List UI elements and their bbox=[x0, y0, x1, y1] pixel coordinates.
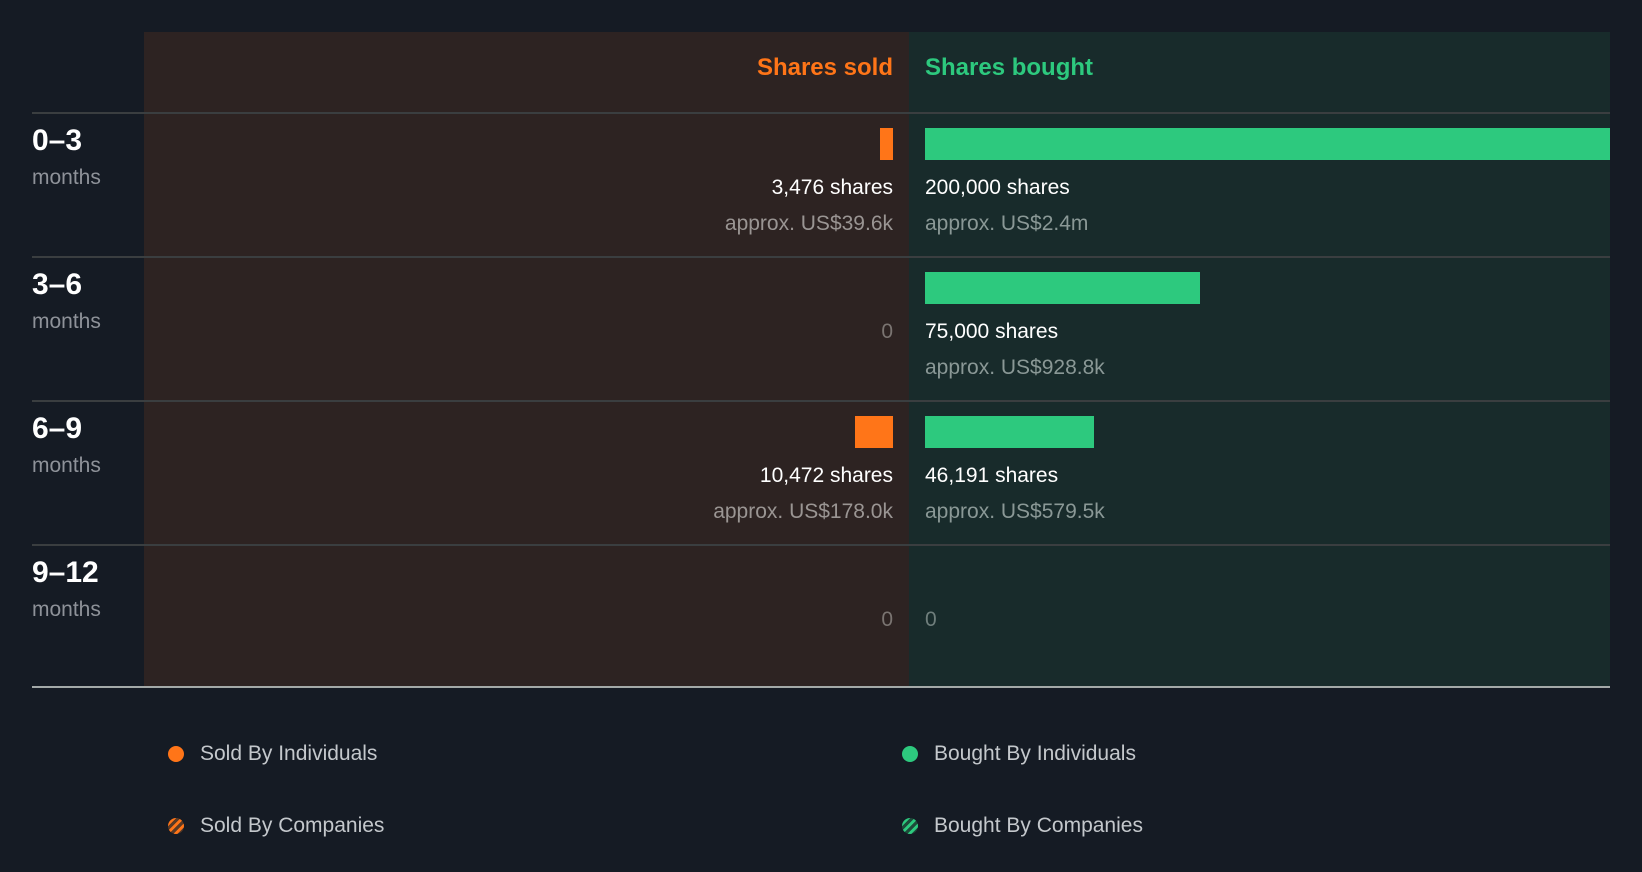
sold-bar-6-9[interactable] bbox=[855, 416, 893, 448]
striped-dot-icon bbox=[902, 818, 918, 834]
row-unit: months bbox=[32, 454, 101, 477]
sold-shares-0-3: 3,476 shares bbox=[771, 176, 893, 199]
sold-zero-9-12: 0 bbox=[881, 608, 893, 631]
row-unit: months bbox=[32, 166, 101, 189]
bought-approx-0-3: approx. US$2.4m bbox=[925, 212, 1089, 235]
sold-shares-6-9: 10,472 shares bbox=[759, 464, 893, 487]
row-divider bbox=[32, 544, 1610, 546]
legend-sold-individuals[interactable]: Sold By Individuals bbox=[168, 742, 377, 766]
bought-bar-0-3[interactable] bbox=[925, 128, 1610, 160]
row-range: 9–12 bbox=[32, 556, 99, 589]
row-label-0-3: 0–3 months bbox=[32, 124, 101, 190]
solid-dot-icon bbox=[902, 746, 918, 762]
row-range: 0–3 bbox=[32, 124, 83, 157]
row-range: 3–6 bbox=[32, 268, 83, 301]
chart-baseline bbox=[32, 686, 1610, 688]
legend-label: Sold By Individuals bbox=[200, 742, 378, 765]
shares-sold-header: Shares sold bbox=[756, 54, 893, 81]
bought-approx-6-9: approx. US$579.5k bbox=[925, 500, 1105, 523]
bought-approx-3-6: approx. US$928.8k bbox=[925, 356, 1105, 379]
bought-shares-0-3: 200,000 shares bbox=[925, 176, 1070, 199]
shares-bought-header: Shares bought bbox=[925, 54, 1094, 81]
row-label-3-6: 3–6 months bbox=[32, 268, 101, 334]
row-unit: months bbox=[32, 598, 101, 621]
row-unit: months bbox=[32, 310, 101, 333]
row-divider bbox=[32, 256, 1610, 258]
sold-bar-0-3[interactable] bbox=[880, 128, 893, 160]
legend-sold-companies[interactable]: Sold By Companies bbox=[168, 814, 384, 838]
sold-zero-3-6: 0 bbox=[881, 320, 893, 343]
sold-approx-0-3: approx. US$39.6k bbox=[724, 212, 893, 235]
row-divider bbox=[32, 112, 1610, 114]
row-divider bbox=[32, 400, 1610, 402]
legend-label: Sold By Companies bbox=[200, 814, 385, 837]
sold-approx-6-9: approx. US$178.0k bbox=[713, 500, 893, 523]
striped-dot-icon bbox=[168, 818, 184, 834]
legend-bought-individuals[interactable]: Bought By Individuals bbox=[902, 742, 1136, 766]
bought-shares-3-6: 75,000 shares bbox=[925, 320, 1059, 343]
bought-shares-6-9: 46,191 shares bbox=[925, 464, 1059, 487]
bought-bar-6-9[interactable] bbox=[925, 416, 1094, 448]
bought-zero-9-12: 0 bbox=[925, 608, 937, 631]
row-label-6-9: 6–9 months bbox=[32, 412, 101, 478]
legend-label: Bought By Individuals bbox=[934, 742, 1136, 765]
legend-label: Bought By Companies bbox=[934, 814, 1143, 837]
solid-dot-icon bbox=[168, 746, 184, 762]
shares-sold-panel bbox=[144, 32, 909, 686]
bought-bar-3-6[interactable] bbox=[925, 272, 1200, 304]
legend-bought-companies[interactable]: Bought By Companies bbox=[902, 814, 1143, 838]
row-range: 6–9 bbox=[32, 412, 83, 445]
row-label-9-12: 9–12 months bbox=[32, 556, 101, 622]
